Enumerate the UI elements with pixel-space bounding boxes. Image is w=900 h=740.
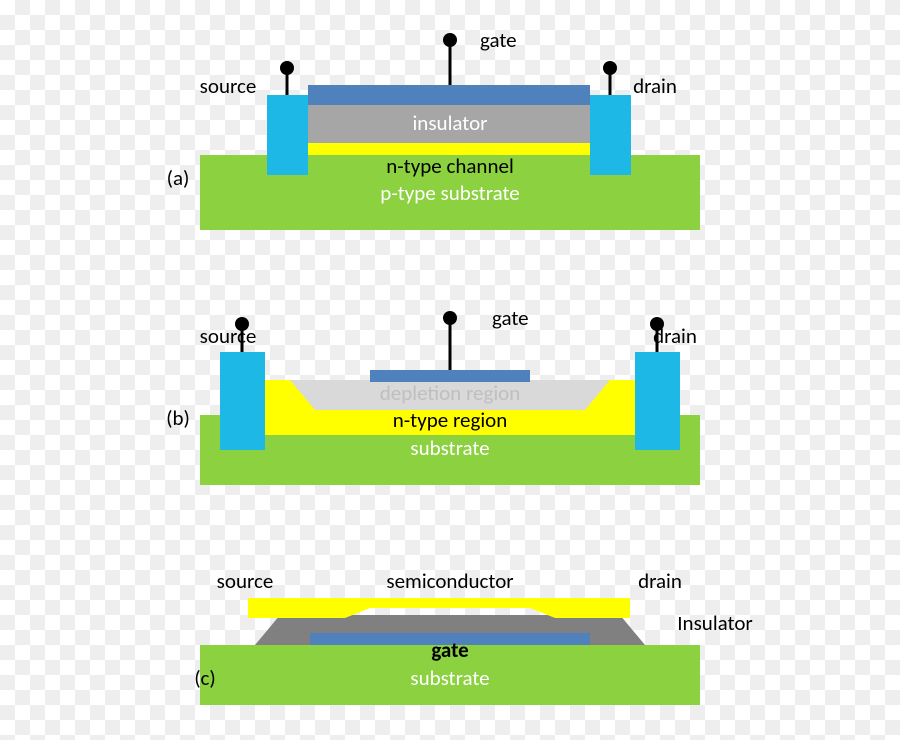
a-channel-label: n-type channel bbox=[386, 153, 514, 179]
b-source-contact bbox=[220, 352, 265, 450]
b-drain-contact bbox=[635, 352, 680, 450]
a-drain-label: drain bbox=[633, 73, 677, 99]
a-panel-label: (a) bbox=[167, 165, 190, 191]
fet-diagrams: (a) gate source drain insulator n-type channe… bbox=[0, 0, 900, 740]
b-source-label: source bbox=[200, 323, 257, 349]
b-depletion-label: depletion region bbox=[380, 380, 521, 406]
c-source-label: source bbox=[217, 568, 274, 594]
c-semiconductor-label: semiconductor bbox=[386, 568, 513, 594]
c-insulator-label: Insulator bbox=[677, 610, 752, 636]
b-substrate-label: substrate bbox=[410, 435, 489, 461]
b-gate-label: gate bbox=[492, 305, 529, 331]
a-source-terminal-dot bbox=[280, 61, 294, 75]
a-gate-label: gate bbox=[480, 27, 517, 53]
a-gate-metal bbox=[308, 85, 590, 105]
c-gate-label: gate bbox=[431, 637, 468, 663]
c-panel-label: (c) bbox=[194, 665, 216, 691]
a-source-label: source bbox=[200, 73, 257, 99]
b-drain-label: drain bbox=[653, 323, 697, 349]
a-drain-contact bbox=[590, 95, 631, 175]
b-gate-terminal-dot bbox=[443, 311, 457, 325]
a-drain-terminal-dot bbox=[603, 61, 617, 75]
c-drain-label: drain bbox=[638, 568, 682, 594]
a-gate-terminal-dot bbox=[443, 33, 457, 47]
a-substrate-label: p-type substrate bbox=[380, 180, 519, 206]
b-panel-label: (b) bbox=[166, 405, 190, 431]
a-source-contact bbox=[267, 95, 308, 175]
b-nregion-label: n-type region bbox=[393, 407, 508, 433]
a-insulator-label: insulator bbox=[412, 110, 487, 136]
c-substrate-label: substrate bbox=[410, 665, 489, 691]
